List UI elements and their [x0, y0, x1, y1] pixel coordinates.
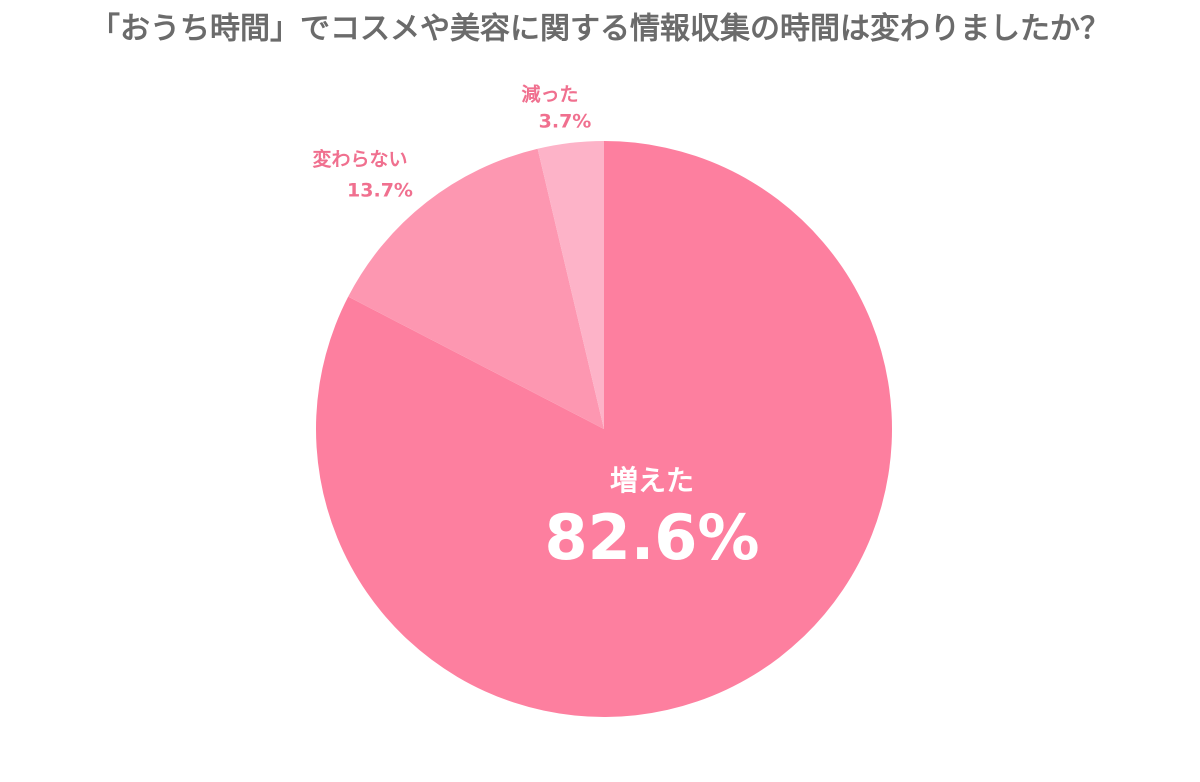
- value-label: 82.6%: [544, 501, 759, 574]
- slice-label: 減った: [521, 83, 578, 106]
- slice-label: 変わらない: [312, 148, 407, 171]
- slice-label: 増えた: [610, 464, 694, 497]
- value-label: 3.7%: [539, 111, 592, 133]
- value-label: 13.7%: [347, 180, 413, 202]
- chart-title: 「おうち時間」でコスメや美容に関する情報収集の時間は変わりましたか？: [90, 12, 1110, 47]
- pie-slice: [348, 148, 604, 430]
- pie-slice: [537, 141, 604, 429]
